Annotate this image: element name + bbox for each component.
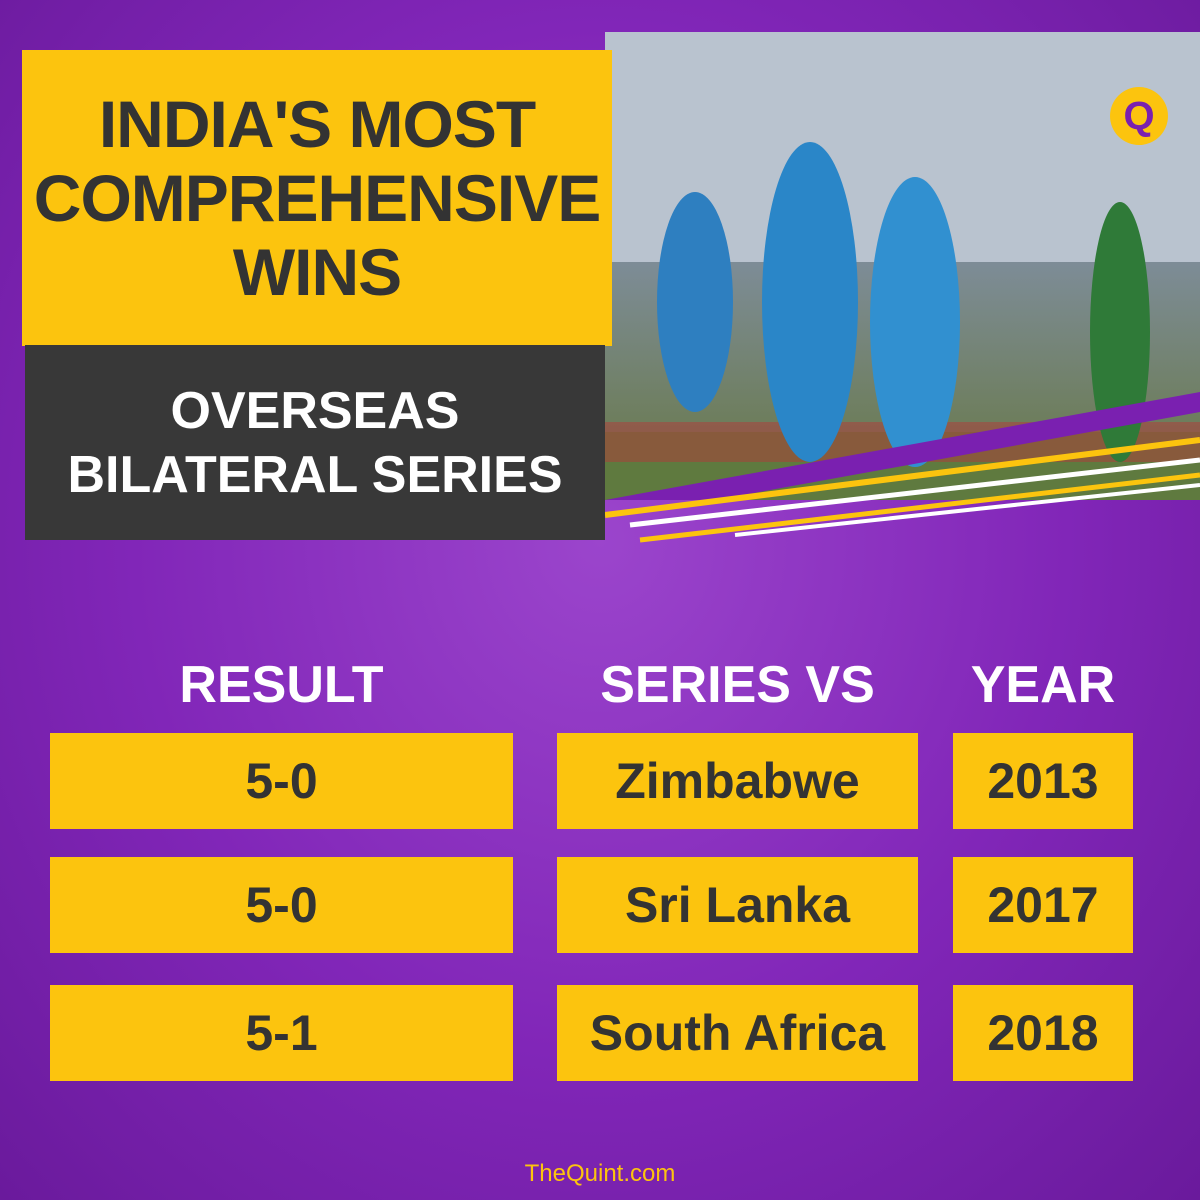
table-cell: Zimbabwe bbox=[557, 733, 918, 829]
player bbox=[657, 192, 733, 412]
column-header: YEAR bbox=[970, 656, 1116, 714]
player bbox=[762, 142, 858, 462]
table-cell: 2017 bbox=[953, 857, 1133, 953]
footer: TheQuint.com bbox=[524, 1160, 676, 1187]
table-cell: 5-1 bbox=[50, 985, 513, 1081]
title: INDIA'S MOST COMPREHENSIVE WINS bbox=[22, 50, 612, 346]
stripes bbox=[604, 437, 1200, 543]
photo-art bbox=[605, 32, 1200, 500]
column-header: RESULT bbox=[179, 656, 384, 714]
stripe bbox=[604, 437, 1200, 518]
table-cell: 2018 bbox=[953, 985, 1133, 1081]
player bbox=[1090, 202, 1150, 462]
column-header: SERIES VS bbox=[600, 656, 875, 714]
table-cell: 5-0 bbox=[50, 857, 513, 953]
logo: Q bbox=[1110, 87, 1168, 145]
stripe bbox=[639, 472, 1200, 543]
photo: Q bbox=[605, 32, 1200, 500]
table-cell: 5-0 bbox=[50, 733, 513, 829]
stripe bbox=[629, 457, 1200, 528]
table-cell: 2013 bbox=[953, 733, 1133, 829]
subtitle: OVERSEAS BILATERAL SERIES bbox=[25, 345, 605, 540]
stripe bbox=[734, 483, 1200, 537]
table-cell: South Africa bbox=[557, 985, 918, 1081]
table-cell: Sri Lanka bbox=[557, 857, 918, 953]
player bbox=[870, 177, 960, 467]
stripe bbox=[605, 392, 1200, 500]
